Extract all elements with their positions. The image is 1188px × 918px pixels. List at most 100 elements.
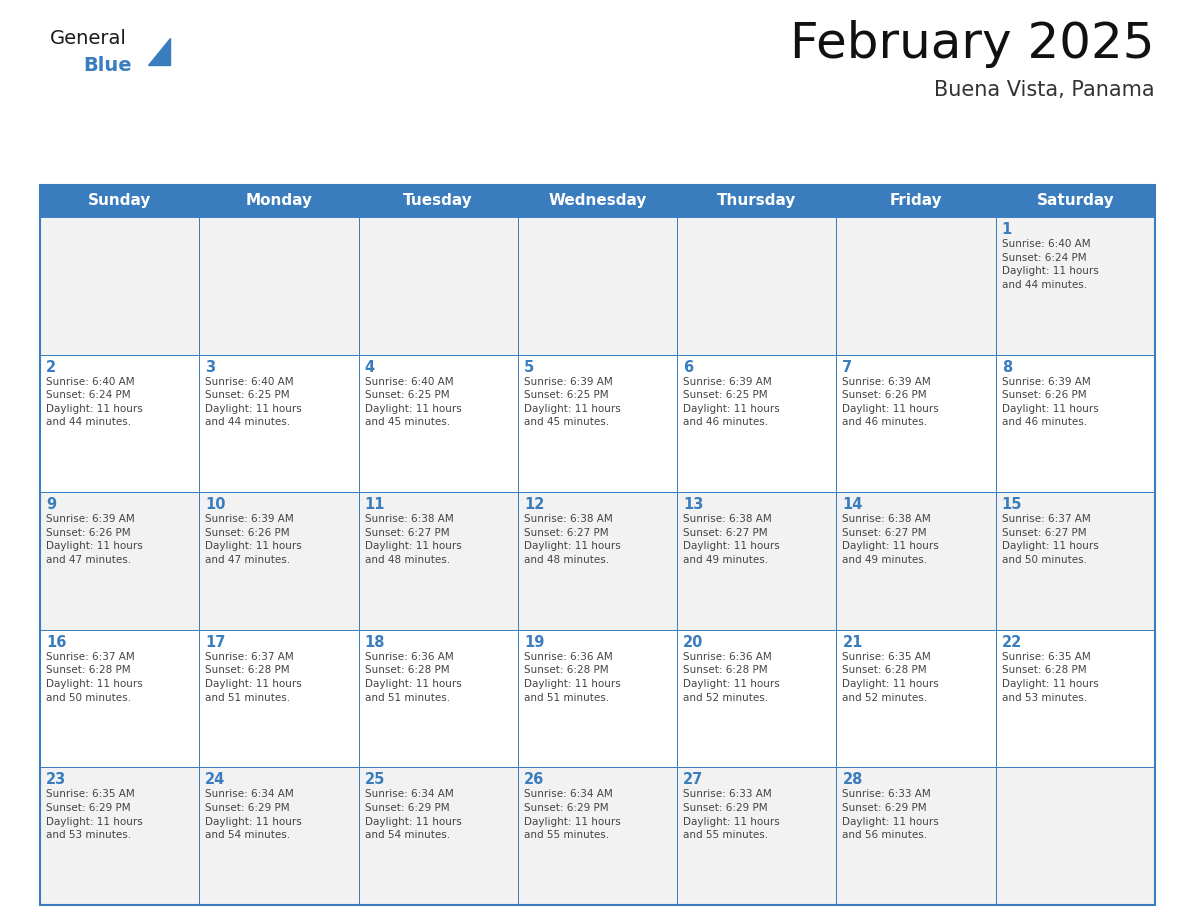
Bar (359, 767, 518, 905)
Text: 26: 26 (524, 772, 544, 788)
Text: Sunrise: 6:36 AM
Sunset: 6:28 PM
Daylight: 11 hours
and 52 minutes.: Sunrise: 6:36 AM Sunset: 6:28 PM Dayligh… (683, 652, 779, 702)
Bar (677, 354, 836, 492)
Text: 22: 22 (1001, 635, 1022, 650)
Text: Sunrise: 6:40 AM
Sunset: 6:24 PM
Daylight: 11 hours
and 44 minutes.: Sunrise: 6:40 AM Sunset: 6:24 PM Dayligh… (46, 376, 143, 428)
Polygon shape (148, 38, 170, 65)
Bar (200, 630, 359, 767)
Bar (359, 492, 518, 630)
Text: 21: 21 (842, 635, 862, 650)
Text: Sunrise: 6:37 AM
Sunset: 6:28 PM
Daylight: 11 hours
and 51 minutes.: Sunrise: 6:37 AM Sunset: 6:28 PM Dayligh… (206, 652, 302, 702)
Text: 1: 1 (1001, 222, 1012, 237)
Text: Sunrise: 6:40 AM
Sunset: 6:24 PM
Daylight: 11 hours
and 44 minutes.: Sunrise: 6:40 AM Sunset: 6:24 PM Dayligh… (1001, 239, 1099, 290)
Bar (836, 630, 996, 767)
Bar (200, 354, 359, 492)
Text: Sunrise: 6:38 AM
Sunset: 6:27 PM
Daylight: 11 hours
and 49 minutes.: Sunrise: 6:38 AM Sunset: 6:27 PM Dayligh… (683, 514, 779, 565)
Bar (996, 354, 1155, 492)
Text: Blue: Blue (83, 56, 132, 75)
Text: Sunrise: 6:39 AM
Sunset: 6:26 PM
Daylight: 11 hours
and 46 minutes.: Sunrise: 6:39 AM Sunset: 6:26 PM Dayligh… (842, 376, 940, 428)
Bar (836, 354, 996, 492)
Bar (200, 217, 359, 354)
Text: Sunrise: 6:35 AM
Sunset: 6:28 PM
Daylight: 11 hours
and 53 minutes.: Sunrise: 6:35 AM Sunset: 6:28 PM Dayligh… (1001, 652, 1099, 702)
Bar (40, 217, 200, 354)
Bar (40, 185, 1155, 217)
Text: Sunrise: 6:34 AM
Sunset: 6:29 PM
Daylight: 11 hours
and 55 minutes.: Sunrise: 6:34 AM Sunset: 6:29 PM Dayligh… (524, 789, 620, 840)
Text: Tuesday: Tuesday (404, 194, 473, 208)
Text: 27: 27 (683, 772, 703, 788)
Text: Sunrise: 6:39 AM
Sunset: 6:26 PM
Daylight: 11 hours
and 47 minutes.: Sunrise: 6:39 AM Sunset: 6:26 PM Dayligh… (46, 514, 143, 565)
Bar (677, 767, 836, 905)
Text: Sunrise: 6:36 AM
Sunset: 6:28 PM
Daylight: 11 hours
and 51 minutes.: Sunrise: 6:36 AM Sunset: 6:28 PM Dayligh… (365, 652, 461, 702)
Text: 4: 4 (365, 360, 374, 375)
Text: 28: 28 (842, 772, 862, 788)
Bar (677, 217, 836, 354)
Text: Sunrise: 6:38 AM
Sunset: 6:27 PM
Daylight: 11 hours
and 49 minutes.: Sunrise: 6:38 AM Sunset: 6:27 PM Dayligh… (842, 514, 940, 565)
Text: 20: 20 (683, 635, 703, 650)
Text: February 2025: February 2025 (790, 20, 1155, 68)
Bar (836, 767, 996, 905)
Text: Sunrise: 6:34 AM
Sunset: 6:29 PM
Daylight: 11 hours
and 54 minutes.: Sunrise: 6:34 AM Sunset: 6:29 PM Dayligh… (206, 789, 302, 840)
Text: 10: 10 (206, 498, 226, 512)
Text: 23: 23 (46, 772, 67, 788)
Text: Sunrise: 6:36 AM
Sunset: 6:28 PM
Daylight: 11 hours
and 51 minutes.: Sunrise: 6:36 AM Sunset: 6:28 PM Dayligh… (524, 652, 620, 702)
Text: 7: 7 (842, 360, 853, 375)
Text: Sunrise: 6:33 AM
Sunset: 6:29 PM
Daylight: 11 hours
and 55 minutes.: Sunrise: 6:33 AM Sunset: 6:29 PM Dayligh… (683, 789, 779, 840)
Text: 5: 5 (524, 360, 535, 375)
Text: 12: 12 (524, 498, 544, 512)
Text: Sunrise: 6:35 AM
Sunset: 6:29 PM
Daylight: 11 hours
and 53 minutes.: Sunrise: 6:35 AM Sunset: 6:29 PM Dayligh… (46, 789, 143, 840)
Bar (359, 217, 518, 354)
Text: Sunday: Sunday (88, 194, 151, 208)
Text: 16: 16 (46, 635, 67, 650)
Bar (359, 630, 518, 767)
Text: Friday: Friday (890, 194, 942, 208)
Bar (40, 630, 200, 767)
Text: 18: 18 (365, 635, 385, 650)
Text: Sunrise: 6:40 AM
Sunset: 6:25 PM
Daylight: 11 hours
and 45 minutes.: Sunrise: 6:40 AM Sunset: 6:25 PM Dayligh… (365, 376, 461, 428)
Text: Sunrise: 6:39 AM
Sunset: 6:25 PM
Daylight: 11 hours
and 46 minutes.: Sunrise: 6:39 AM Sunset: 6:25 PM Dayligh… (683, 376, 779, 428)
Text: 17: 17 (206, 635, 226, 650)
Bar (518, 767, 677, 905)
Bar (836, 492, 996, 630)
Bar (518, 354, 677, 492)
Text: Sunrise: 6:39 AM
Sunset: 6:25 PM
Daylight: 11 hours
and 45 minutes.: Sunrise: 6:39 AM Sunset: 6:25 PM Dayligh… (524, 376, 620, 428)
Text: Thursday: Thursday (718, 194, 796, 208)
Text: Sunrise: 6:35 AM
Sunset: 6:28 PM
Daylight: 11 hours
and 52 minutes.: Sunrise: 6:35 AM Sunset: 6:28 PM Dayligh… (842, 652, 940, 702)
Bar (40, 354, 200, 492)
Bar (518, 492, 677, 630)
Bar (518, 630, 677, 767)
Text: Monday: Monday (246, 194, 312, 208)
Text: Sunrise: 6:37 AM
Sunset: 6:27 PM
Daylight: 11 hours
and 50 minutes.: Sunrise: 6:37 AM Sunset: 6:27 PM Dayligh… (1001, 514, 1099, 565)
Text: 3: 3 (206, 360, 215, 375)
Text: Sunrise: 6:38 AM
Sunset: 6:27 PM
Daylight: 11 hours
and 48 minutes.: Sunrise: 6:38 AM Sunset: 6:27 PM Dayligh… (365, 514, 461, 565)
Text: 9: 9 (46, 498, 56, 512)
Text: 24: 24 (206, 772, 226, 788)
Text: 2: 2 (46, 360, 56, 375)
Text: Saturday: Saturday (1036, 194, 1114, 208)
Text: 6: 6 (683, 360, 694, 375)
Text: 14: 14 (842, 498, 862, 512)
Bar (40, 492, 200, 630)
Text: Sunrise: 6:38 AM
Sunset: 6:27 PM
Daylight: 11 hours
and 48 minutes.: Sunrise: 6:38 AM Sunset: 6:27 PM Dayligh… (524, 514, 620, 565)
Bar (677, 630, 836, 767)
Text: Sunrise: 6:34 AM
Sunset: 6:29 PM
Daylight: 11 hours
and 54 minutes.: Sunrise: 6:34 AM Sunset: 6:29 PM Dayligh… (365, 789, 461, 840)
Bar (359, 354, 518, 492)
Bar (996, 630, 1155, 767)
Bar (996, 767, 1155, 905)
Text: Wednesday: Wednesday (549, 194, 646, 208)
Text: 25: 25 (365, 772, 385, 788)
Bar (40, 767, 200, 905)
Bar (200, 767, 359, 905)
Bar (996, 217, 1155, 354)
Text: Buena Vista, Panama: Buena Vista, Panama (935, 80, 1155, 100)
Bar (836, 217, 996, 354)
Text: 8: 8 (1001, 360, 1012, 375)
Bar (40, 185, 1155, 905)
Text: 11: 11 (365, 498, 385, 512)
Text: Sunrise: 6:39 AM
Sunset: 6:26 PM
Daylight: 11 hours
and 46 minutes.: Sunrise: 6:39 AM Sunset: 6:26 PM Dayligh… (1001, 376, 1099, 428)
Text: Sunrise: 6:40 AM
Sunset: 6:25 PM
Daylight: 11 hours
and 44 minutes.: Sunrise: 6:40 AM Sunset: 6:25 PM Dayligh… (206, 376, 302, 428)
Bar (677, 492, 836, 630)
Bar (200, 492, 359, 630)
Text: Sunrise: 6:39 AM
Sunset: 6:26 PM
Daylight: 11 hours
and 47 minutes.: Sunrise: 6:39 AM Sunset: 6:26 PM Dayligh… (206, 514, 302, 565)
Text: General: General (50, 29, 127, 48)
Text: 13: 13 (683, 498, 703, 512)
Text: Sunrise: 6:37 AM
Sunset: 6:28 PM
Daylight: 11 hours
and 50 minutes.: Sunrise: 6:37 AM Sunset: 6:28 PM Dayligh… (46, 652, 143, 702)
